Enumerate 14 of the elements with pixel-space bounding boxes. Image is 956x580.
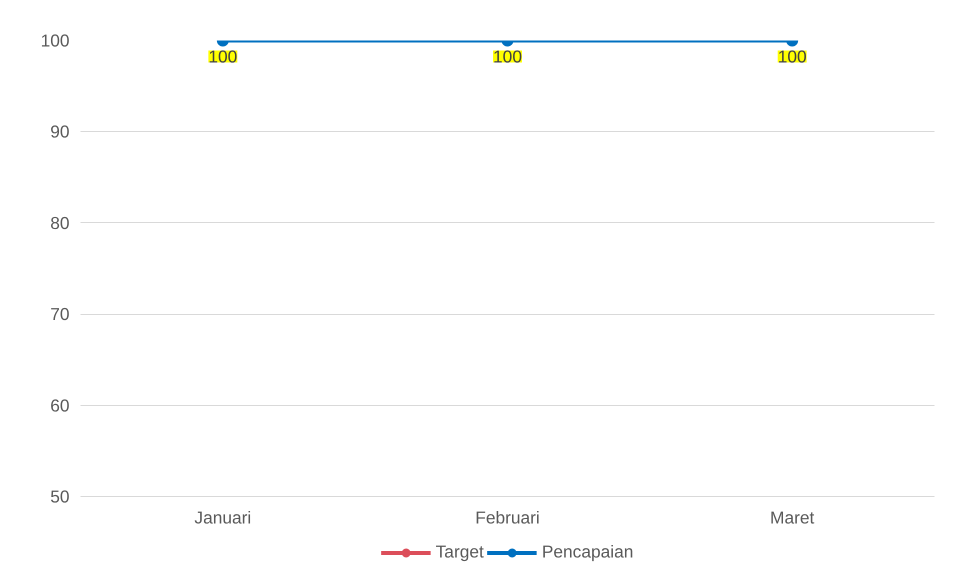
y-tick-label: 60 xyxy=(50,395,70,416)
y-tick-label: 100 xyxy=(40,30,70,50)
data-label: 100 xyxy=(778,46,807,66)
x-tick-label: Maret xyxy=(770,508,814,528)
data-label: 100 xyxy=(208,46,238,66)
data-label: 100 xyxy=(493,46,522,66)
x-tick-label: Februari xyxy=(475,508,540,528)
y-tick-label: 90 xyxy=(50,122,70,142)
x-tick-label: Januari xyxy=(194,508,252,528)
legend-label: Pencapaian xyxy=(542,542,634,562)
y-tick-label: 50 xyxy=(50,486,70,506)
y-tick-label: 70 xyxy=(50,304,70,324)
legend-label: Target xyxy=(436,542,484,562)
y-tick-label: 80 xyxy=(50,212,70,233)
